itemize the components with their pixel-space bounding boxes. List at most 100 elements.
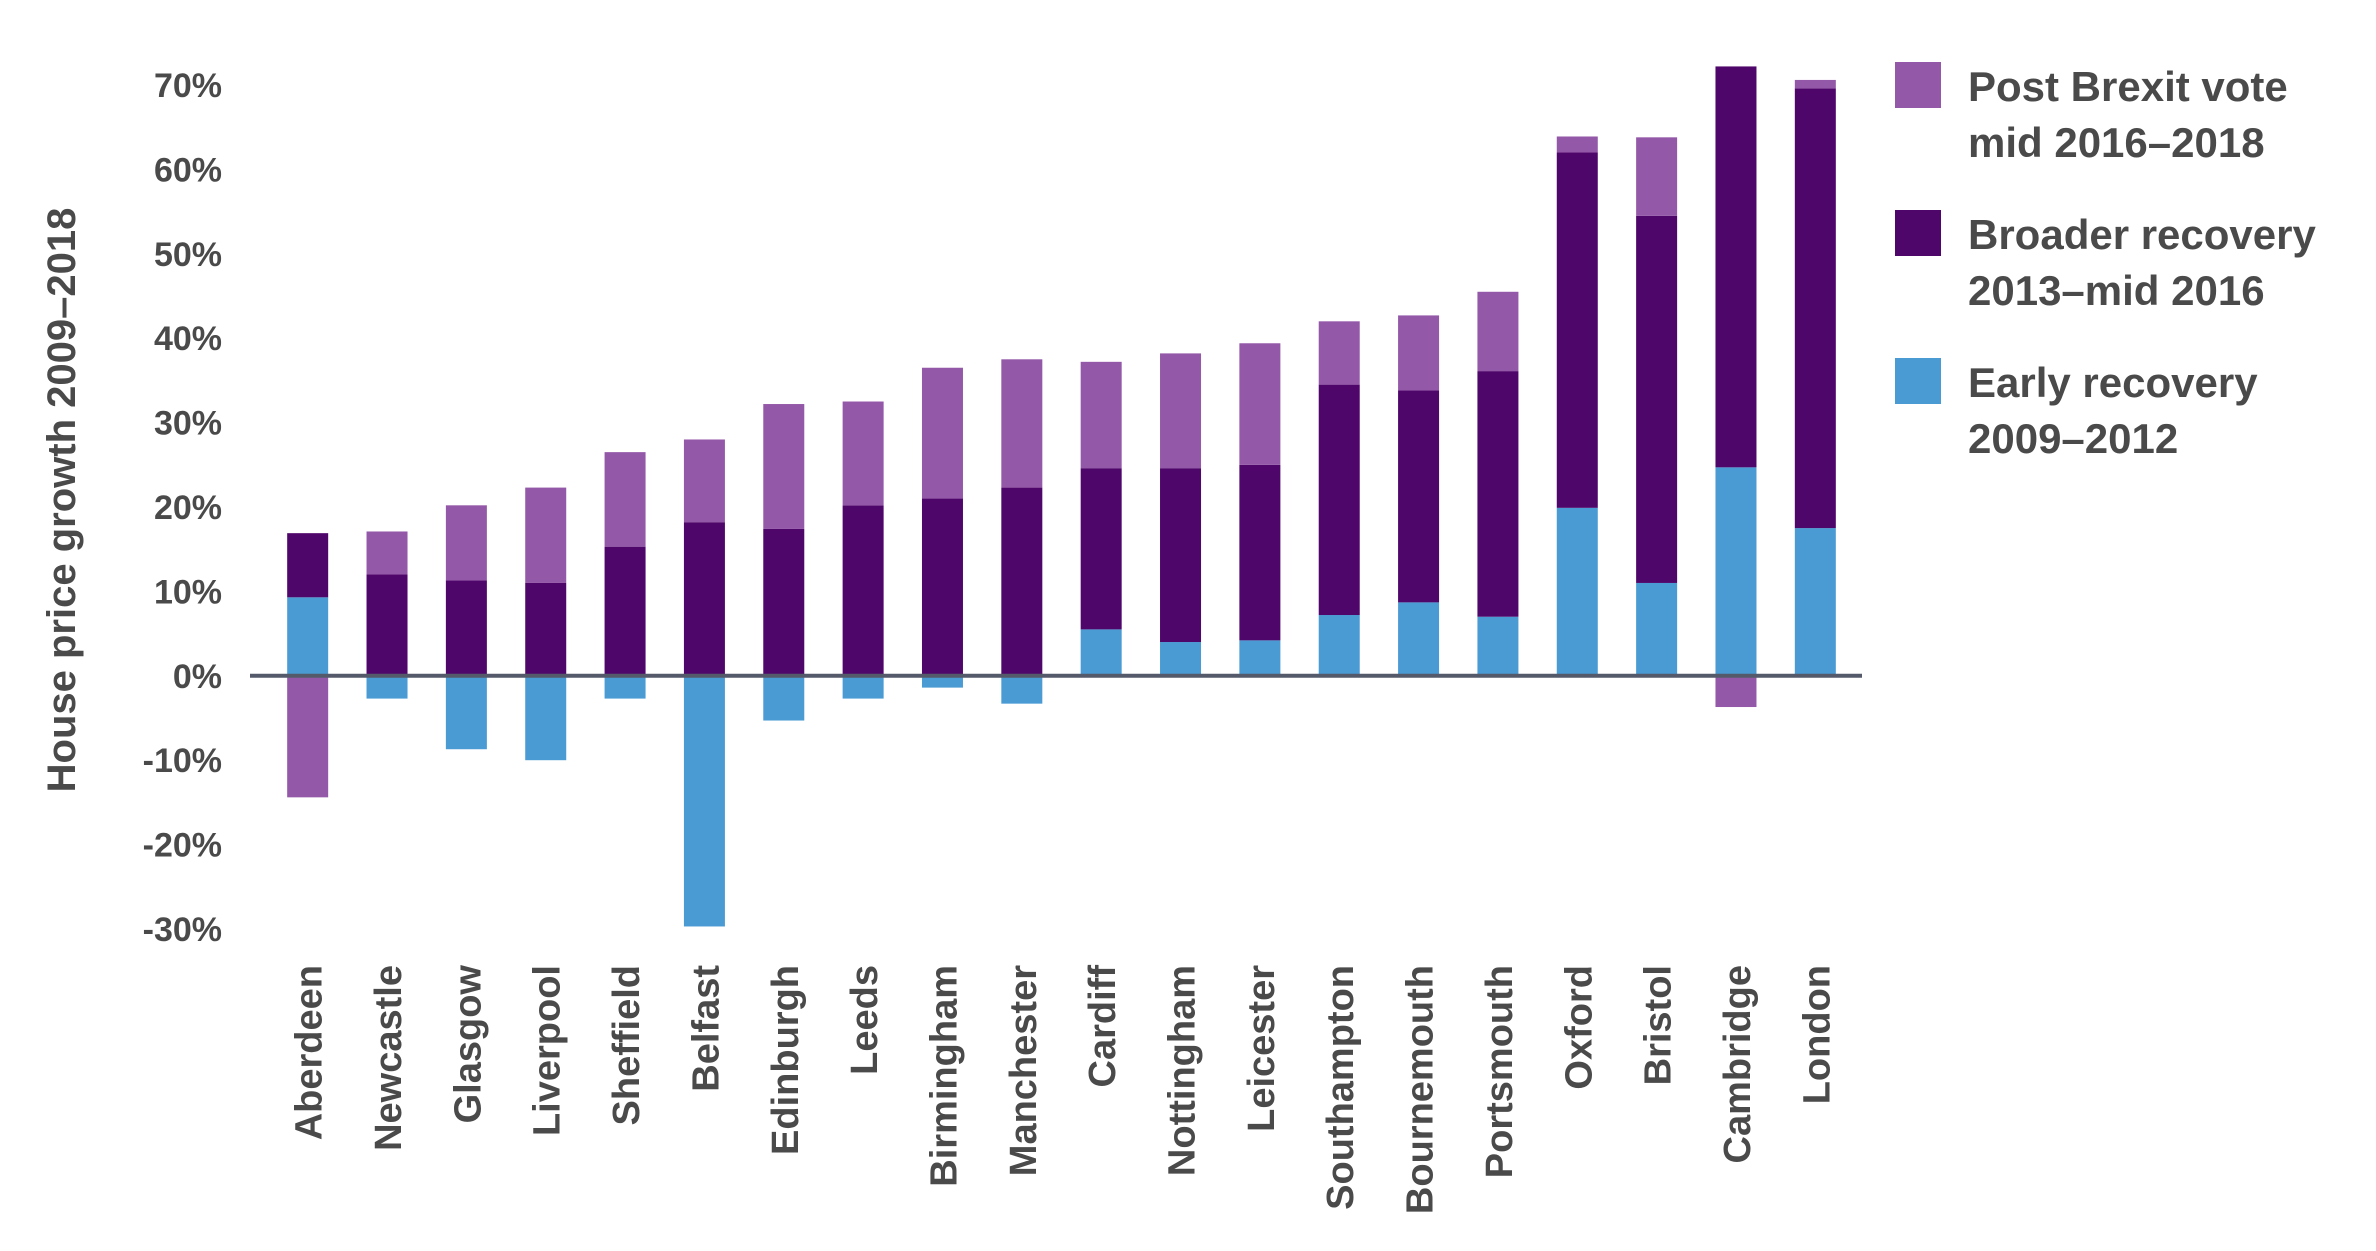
y-tick-label: 70% (154, 67, 222, 105)
legend-swatch-post-brexit-vote (1895, 62, 1941, 108)
legend-sublabel-post-brexit-vote: mid 2016–2018 (1968, 119, 2265, 166)
category-label-cardiff: Cardiff (1082, 965, 1124, 1088)
bar-broader-recovery-manchester (1001, 487, 1043, 676)
legend-sublabel-early-recovery: 2009–2012 (1968, 415, 2178, 462)
bar-early-recovery-edinburgh (763, 675, 805, 721)
legend-swatch-broader-recovery (1895, 210, 1941, 256)
bar-broader-recovery-belfast (683, 522, 725, 676)
legend-label-post-brexit-vote: Post Brexit vote (1968, 63, 2288, 110)
bar-post-brexit-vote-edinburgh (763, 404, 805, 529)
y-tick-label: 20% (154, 489, 222, 527)
category-labels: Aberdeen Newcastle Glasgow Liverpool Sheffie… (289, 965, 1839, 1215)
bar-broader-recovery-edinburgh (763, 528, 805, 676)
category-label-aberdeen: Aberdeen (289, 965, 331, 1140)
bar-post-brexit-vote-bristol (1636, 137, 1678, 216)
category-label-bournemouth: Bournemouth (1400, 965, 1442, 1214)
category-label-oxford: Oxford (1558, 965, 1600, 1090)
category-label-liverpool: Liverpool (527, 965, 569, 1136)
bar-post-brexit-vote-cambridge (1715, 675, 1757, 708)
category-label-edinburgh: Edinburgh (765, 965, 807, 1155)
bar-post-brexit-vote-portsmouth (1477, 291, 1519, 372)
bar-post-brexit-vote-aberdeen (287, 675, 329, 798)
category-label-leicester: Leicester (1241, 965, 1283, 1132)
bar-post-brexit-vote-manchester (1001, 359, 1043, 488)
bar-early-recovery-cardiff (1080, 629, 1122, 676)
category-label-portsmouth: Portsmouth (1479, 965, 1521, 1178)
bar-early-recovery-manchester (1001, 675, 1043, 704)
category-label-bristol: Bristol (1638, 965, 1680, 1085)
y-tick-label: -20% (143, 827, 222, 865)
bar-early-recovery-aberdeen (287, 597, 329, 676)
bar-broader-recovery-bournemouth (1398, 390, 1440, 603)
bar-early-recovery-leeds (842, 675, 884, 699)
legend: Post Brexit vote mid 2016–2018 Broader rec… (1895, 62, 2316, 462)
bar-post-brexit-vote-sheffield (604, 452, 646, 547)
legend-swatch-early-recovery (1895, 358, 1941, 404)
legend-label-broader-recovery: Broader recovery (1968, 211, 2316, 258)
legend-sublabel-broader-recovery: 2013–mid 2016 (1968, 267, 2265, 314)
bar-broader-recovery-birmingham (921, 498, 963, 676)
bar-broader-recovery-leicester (1239, 464, 1281, 641)
category-label-leeds: Leeds (844, 965, 886, 1075)
y-tick-label: 10% (154, 573, 222, 611)
bar-broader-recovery-cardiff (1080, 468, 1122, 630)
bar-early-recovery-birmingham (921, 675, 963, 688)
bar-post-brexit-vote-belfast (683, 439, 725, 523)
y-tick-label: -10% (143, 742, 222, 780)
bar-post-brexit-vote-oxford (1556, 136, 1598, 153)
bar-early-recovery-belfast (683, 675, 725, 927)
bar-broader-recovery-glasgow (445, 580, 487, 676)
bar-post-brexit-vote-birmingham (921, 367, 963, 499)
bar-broader-recovery-southampton (1318, 384, 1360, 616)
y-tick-label: -30% (143, 911, 222, 949)
category-label-london: London (1796, 965, 1838, 1104)
category-label-belfast: Belfast (685, 965, 727, 1092)
bar-post-brexit-vote-london (1794, 79, 1836, 89)
bar-post-brexit-vote-cardiff (1080, 361, 1122, 469)
bar-early-recovery-bristol (1636, 582, 1678, 676)
y-axis-title: House price growth 2009–2018 (40, 208, 84, 793)
bar-broader-recovery-cambridge (1715, 66, 1757, 468)
bar-broader-recovery-oxford (1556, 152, 1598, 508)
bar-broader-recovery-newcastle (366, 574, 408, 676)
bar-early-recovery-glasgow (445, 675, 487, 750)
y-tick-labels: -30% -20% -10% 0% 10% 20% 30% 40% 50% 60% 70% (143, 67, 222, 949)
y-tick-label: 0% (173, 658, 222, 696)
bar-broader-recovery-aberdeen (287, 533, 329, 598)
bar-broader-recovery-liverpool (525, 582, 567, 676)
bar-early-recovery-liverpool (525, 675, 567, 761)
bar-post-brexit-vote-newcastle (366, 531, 408, 575)
category-label-cambridge: Cambridge (1717, 965, 1759, 1163)
bar-broader-recovery-london (1794, 88, 1836, 529)
category-label-newcastle: Newcastle (368, 965, 410, 1151)
bar-post-brexit-vote-liverpool (525, 487, 567, 583)
category-label-nottingham: Nottingham (1162, 965, 1204, 1176)
y-axis-title-group: House price growth 2009–2018 (40, 208, 84, 793)
bar-broader-recovery-portsmouth (1477, 371, 1519, 617)
bar-post-brexit-vote-nottingham (1160, 353, 1202, 469)
bar-post-brexit-vote-glasgow (445, 505, 487, 581)
bar-broader-recovery-nottingham (1160, 468, 1202, 643)
category-label-sheffield: Sheffield (606, 965, 648, 1125)
bar-early-recovery-cambridge (1715, 467, 1757, 676)
bar-post-brexit-vote-bournemouth (1398, 315, 1440, 391)
bar-early-recovery-sheffield (604, 675, 646, 699)
y-tick-label: 60% (154, 151, 222, 189)
bar-early-recovery-nottingham (1160, 642, 1202, 676)
y-tick-label: 30% (154, 405, 222, 443)
category-label-glasgow: Glasgow (447, 965, 489, 1124)
bar-early-recovery-newcastle (366, 675, 408, 699)
bar-early-recovery-bournemouth (1398, 602, 1440, 676)
category-label-manchester: Manchester (1003, 965, 1045, 1176)
bar-broader-recovery-leeds (842, 505, 884, 676)
bar-early-recovery-leicester (1239, 640, 1281, 676)
bar-broader-recovery-sheffield (604, 546, 646, 676)
y-tick-label: 40% (154, 320, 222, 358)
bar-post-brexit-vote-southampton (1318, 321, 1360, 385)
bar-early-recovery-oxford (1556, 507, 1598, 676)
bar-broader-recovery-bristol (1636, 215, 1678, 583)
category-label-southampton: Southampton (1320, 965, 1362, 1210)
bars (287, 66, 1836, 927)
bar-early-recovery-portsmouth (1477, 616, 1519, 676)
